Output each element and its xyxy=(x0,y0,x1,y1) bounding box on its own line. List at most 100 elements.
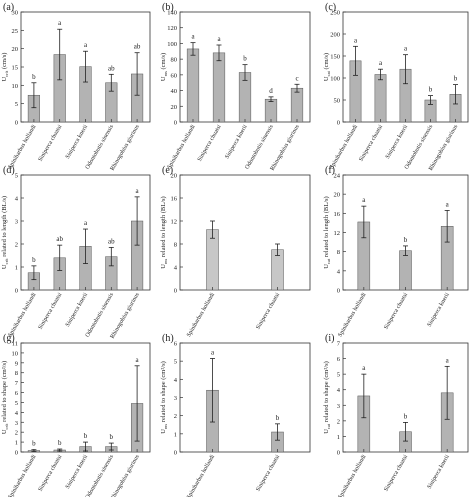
significance-letter: b xyxy=(32,440,36,448)
significance-letter: d xyxy=(269,87,273,95)
y-tick-label: 16 xyxy=(334,211,341,218)
y-tick-label: 1 xyxy=(337,434,340,441)
category-label: Spinibarbus hollandi xyxy=(337,292,367,338)
y-tick-label: 1 xyxy=(174,431,177,438)
y-tick-label: 0 xyxy=(15,450,18,457)
y-tick-label: 16 xyxy=(171,196,178,203)
category-label: Rhinogobius giurinus xyxy=(270,123,301,171)
significance-letter: a xyxy=(217,35,221,43)
y-tick-label: 24 xyxy=(334,173,341,180)
category-label: Spinibarbus hollandi xyxy=(8,454,38,497)
significance-letter: b xyxy=(454,75,458,83)
panel-h: (h) 0 1 2 3 4 5 6 Ums related to shape (cm²/s) a S… xyxy=(160,333,311,497)
panel-d: (d) 0 1 2 3 4 5 Ucrit related to length (BL/s) b… xyxy=(1,165,151,340)
y-axis-label: Ucat related to length (BL/s) xyxy=(323,196,331,268)
bar xyxy=(290,87,304,123)
y-tick-label: 20 xyxy=(12,46,19,53)
bar xyxy=(206,229,219,291)
y-tick-label: 2 xyxy=(337,418,340,425)
y-tick-label: 8 xyxy=(15,370,18,377)
y-tick-label: 100 xyxy=(167,41,177,48)
y-tick-label: 7 xyxy=(15,380,19,387)
significance-letter: a xyxy=(446,200,450,208)
category-label: Siniperca chuatsi xyxy=(383,292,409,331)
category-label: Siniperca chuatsi xyxy=(38,292,64,331)
significance-letter: ab xyxy=(56,235,63,243)
panel-i: (i) 0 1 2 3 4 5 6 7 Ucat related to shape (cm²/s)… xyxy=(323,333,469,497)
bar xyxy=(264,98,278,123)
y-tick-label: 120 xyxy=(167,25,177,32)
category-label: Siniperca knerii xyxy=(427,454,451,490)
y-tick-label: 5 xyxy=(15,173,18,180)
y-tick-label: 6 xyxy=(174,341,178,348)
y-tick-label: 4 xyxy=(15,196,19,203)
significance-letter: a xyxy=(404,45,408,53)
panel-label: (b) xyxy=(162,2,174,13)
bar xyxy=(212,52,226,123)
y-tick-label: 20 xyxy=(171,104,178,111)
panel-e: (e) 0 4 8 12 16 20 Ums related to length (BL/s)… xyxy=(160,165,311,338)
y-axis-label: Ucrit (cm/s) xyxy=(1,53,9,82)
panel-label: (h) xyxy=(162,333,174,344)
category-label: Siniperca chuatsi xyxy=(38,454,64,493)
y-tick-label: 0 xyxy=(337,450,340,457)
y-tick-label: 0 xyxy=(337,288,340,295)
y-tick-label: 5 xyxy=(174,359,177,366)
panel-b: (b) 0 20 40 60 80 100 120 140 Ums (cm/s) a Spinibar… xyxy=(160,2,311,172)
significance-letter: a xyxy=(84,219,88,227)
significance-letter: a xyxy=(446,356,450,364)
y-tick-label: 4 xyxy=(337,268,341,275)
y-tick-label: 8 xyxy=(174,242,177,249)
category-label: Siniperca knerii xyxy=(65,292,89,328)
category-label: Siniperca chuatsi xyxy=(255,454,281,493)
y-tick-label: 11 xyxy=(12,341,18,348)
y-tick-label: 15 xyxy=(12,65,19,72)
significance-letter: b xyxy=(276,414,280,422)
y-tick-label: 30 xyxy=(12,10,19,17)
category-label: Odontobutis sinensis xyxy=(244,123,275,170)
y-tick-label: 5 xyxy=(15,101,18,108)
y-axis-label: Ums related to shape (cm²/s) xyxy=(160,361,168,434)
category-label: Odontobutis sinensis xyxy=(85,123,116,170)
significance-letter: a xyxy=(84,41,88,49)
significance-letter: b xyxy=(404,236,408,244)
y-tick-label: 3 xyxy=(15,420,18,427)
significance-letter: ab xyxy=(134,43,141,51)
significance-letter: b xyxy=(404,412,408,420)
category-label: Siniperca chuatsi xyxy=(38,124,64,163)
significance-letter: b xyxy=(110,433,114,441)
y-tick-label: 12 xyxy=(171,219,178,226)
category-label: Spinibarbus hollandi xyxy=(8,292,38,338)
y-tick-label: 80 xyxy=(171,57,178,64)
category-label: Spinibarbus hollandi xyxy=(8,124,38,170)
category-label: Siniperca chuatsi xyxy=(358,124,384,163)
y-tick-label: 6 xyxy=(15,390,19,397)
y-tick-label: 5 xyxy=(15,400,18,407)
y-tick-label: 2 xyxy=(174,413,177,420)
category-label: Spinibarbus hollandi xyxy=(186,454,216,497)
y-axis-label: Ucrit related to length (BL/s) xyxy=(1,196,9,269)
y-tick-label: 50 xyxy=(334,98,341,105)
category-label: Siniperca knerii xyxy=(385,124,409,160)
bar xyxy=(186,48,200,123)
significance-letter: b xyxy=(84,432,88,440)
y-tick-label: 40 xyxy=(171,88,178,95)
y-tick-label: 0 xyxy=(337,120,340,127)
category-label: Odontobutis sinensis xyxy=(85,453,116,497)
category-label: Rhinogobius giurinus xyxy=(110,291,141,339)
y-tick-label: 1 xyxy=(15,265,18,272)
category-label: Siniperca knerii xyxy=(65,124,89,160)
significance-letter: a xyxy=(191,33,195,41)
bar xyxy=(374,74,387,123)
category-label: Siniperca chuatsi xyxy=(197,124,223,163)
significance-letter: a xyxy=(136,356,140,364)
y-tick-label: 3 xyxy=(15,219,18,226)
significance-letter: ab xyxy=(108,237,115,245)
plot-frame xyxy=(179,174,311,291)
significance-letter: b xyxy=(243,55,247,63)
significance-letter: b xyxy=(429,86,433,94)
y-axis-label: Ucat (cm/s) xyxy=(323,53,331,81)
category-label: Siniperca knerii xyxy=(65,454,89,490)
category-label: Rhinogobius giurinus xyxy=(110,123,141,171)
